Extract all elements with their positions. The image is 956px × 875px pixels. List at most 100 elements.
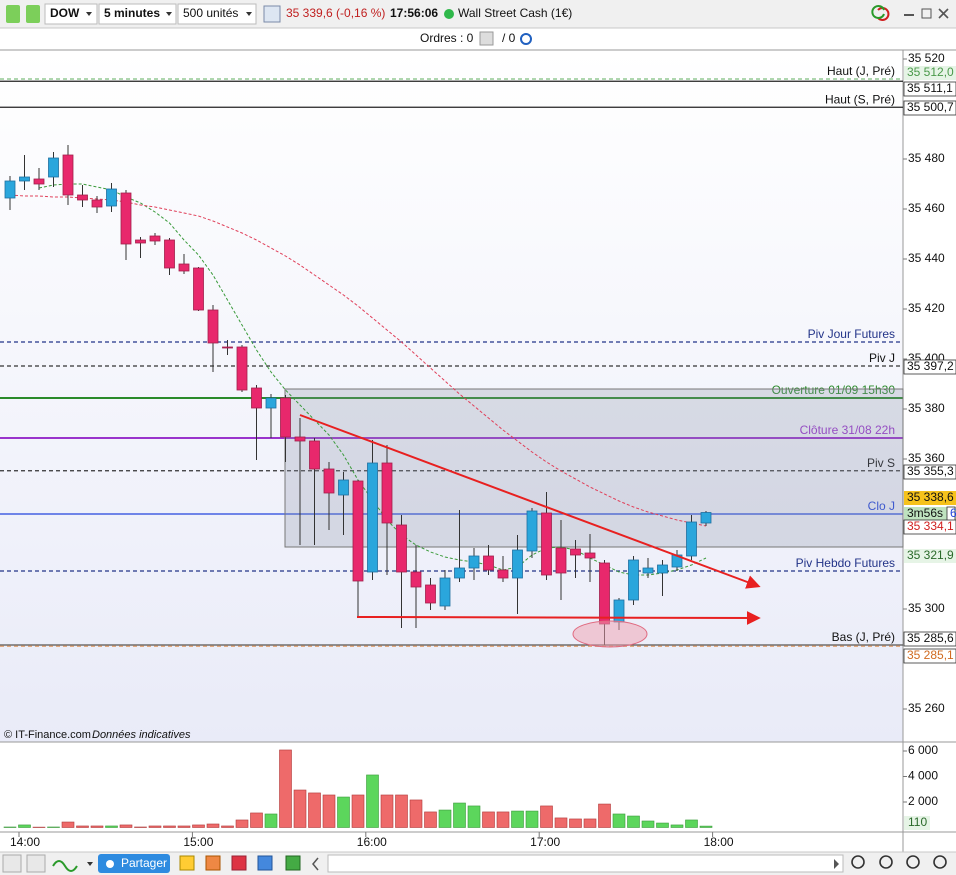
y-tick-label: 35 440 <box>908 251 945 265</box>
instrument: Wall Street Cash (1€) <box>458 6 572 20</box>
candle-body <box>541 512 552 576</box>
volume-bar <box>90 825 104 828</box>
refresh[interactable] <box>877 7 890 21</box>
period: 5 minutes <box>104 6 160 20</box>
candle-body <box>584 552 596 559</box>
candle-body <box>352 480 364 582</box>
volume-bar <box>467 805 481 828</box>
y-tick-label: 2 000 <box>908 794 938 808</box>
scroll-left[interactable] <box>312 857 319 871</box>
candle-body <box>33 178 45 185</box>
quote: 35 339,6 (-0,16 %) <box>286 6 385 20</box>
volume-bar <box>685 819 698 828</box>
volume-bar <box>569 818 582 828</box>
symbol: DOW <box>50 6 80 20</box>
indicators[interactable] <box>52 860 78 872</box>
layout-button[interactable] <box>6 5 20 23</box>
candle-body <box>686 521 697 557</box>
candle-body <box>483 555 494 571</box>
layout-button[interactable] <box>26 5 40 23</box>
level-label: Piv J <box>869 351 895 365</box>
volume-bar <box>424 811 437 828</box>
y-tick-label: 35 460 <box>908 201 945 215</box>
volume-bar <box>61 821 75 828</box>
volume-bar <box>134 826 147 828</box>
candle-body <box>178 263 190 272</box>
zoom-out[interactable] <box>879 855 893 869</box>
volume-bar <box>380 794 394 828</box>
volume-bar <box>206 823 220 828</box>
price-tag: 35 511,1 <box>907 81 953 95</box>
size-select[interactable] <box>177 3 257 25</box>
volume-bar <box>322 794 336 828</box>
zoom[interactable] <box>851 855 865 869</box>
candle-body <box>149 235 161 242</box>
volume-bar <box>221 825 234 828</box>
zoom-reset[interactable] <box>933 855 947 869</box>
x-tick-label: 16:00 <box>357 835 387 849</box>
candle-body <box>454 567 465 579</box>
volume-bar <box>511 810 524 828</box>
candle-body <box>497 569 509 579</box>
volume-bar <box>264 813 278 828</box>
volume-bar <box>453 802 466 828</box>
x-tick-label: 14:00 <box>10 835 40 849</box>
tool[interactable] <box>179 855 195 871</box>
close[interactable] <box>938 8 949 19</box>
y-tick-label: 35 520 <box>908 51 945 65</box>
price-tag-box <box>903 359 956 375</box>
candle-body <box>164 239 175 269</box>
candle-body <box>628 559 639 601</box>
volume-bar <box>366 774 379 828</box>
candle-body <box>48 157 59 178</box>
volume-bar <box>656 822 669 828</box>
candle-body <box>700 512 712 524</box>
level-label: Clôture 31/08 22h <box>800 423 895 437</box>
candle-body <box>555 547 567 574</box>
chart-icon[interactable] <box>263 5 281 23</box>
volume-bar <box>192 824 205 828</box>
highlight <box>572 620 648 648</box>
volume-bar <box>235 819 249 828</box>
tool[interactable] <box>285 855 301 871</box>
share-button[interactable] <box>98 854 170 873</box>
scrollbar[interactable] <box>327 854 844 873</box>
volume-bar <box>583 818 597 828</box>
volume-bar <box>76 825 89 828</box>
candle-body <box>207 309 219 344</box>
candle-body <box>396 524 407 573</box>
candle-body <box>120 192 132 245</box>
volume-bar <box>641 820 655 828</box>
candle-body <box>323 468 335 494</box>
price-tag: 35 500,7 <box>907 100 954 114</box>
support-arrow <box>356 610 761 625</box>
y-tick-label: 4 000 <box>908 769 938 783</box>
zoom-in[interactable] <box>906 855 920 869</box>
volume-bar <box>554 817 568 828</box>
volume-bar <box>496 811 510 828</box>
clock: 17:56:06 <box>390 6 438 20</box>
volume-bar <box>525 810 539 828</box>
maximize[interactable] <box>921 8 932 19</box>
volume-bar <box>18 824 31 828</box>
symbol-select[interactable] <box>44 3 98 25</box>
tool[interactable] <box>26 854 46 873</box>
volume-bar <box>3 826 17 828</box>
price-tag-box <box>903 519 956 535</box>
period-select[interactable] <box>98 3 177 25</box>
tool[interactable] <box>2 854 22 873</box>
volume-bar <box>119 824 133 828</box>
price-tag: 35 338,6 <box>907 490 954 504</box>
tool[interactable] <box>231 855 247 871</box>
candle-body <box>512 549 523 579</box>
tool[interactable] <box>205 855 221 871</box>
level-label: Ouverture 01/09 15h30 <box>772 383 896 397</box>
settings[interactable] <box>520 33 532 45</box>
y-tick-label: 35 260 <box>908 701 945 715</box>
price-tag-box <box>903 464 956 480</box>
candle-body <box>657 564 668 574</box>
tool[interactable] <box>257 855 273 871</box>
price-tag-box <box>903 81 956 97</box>
